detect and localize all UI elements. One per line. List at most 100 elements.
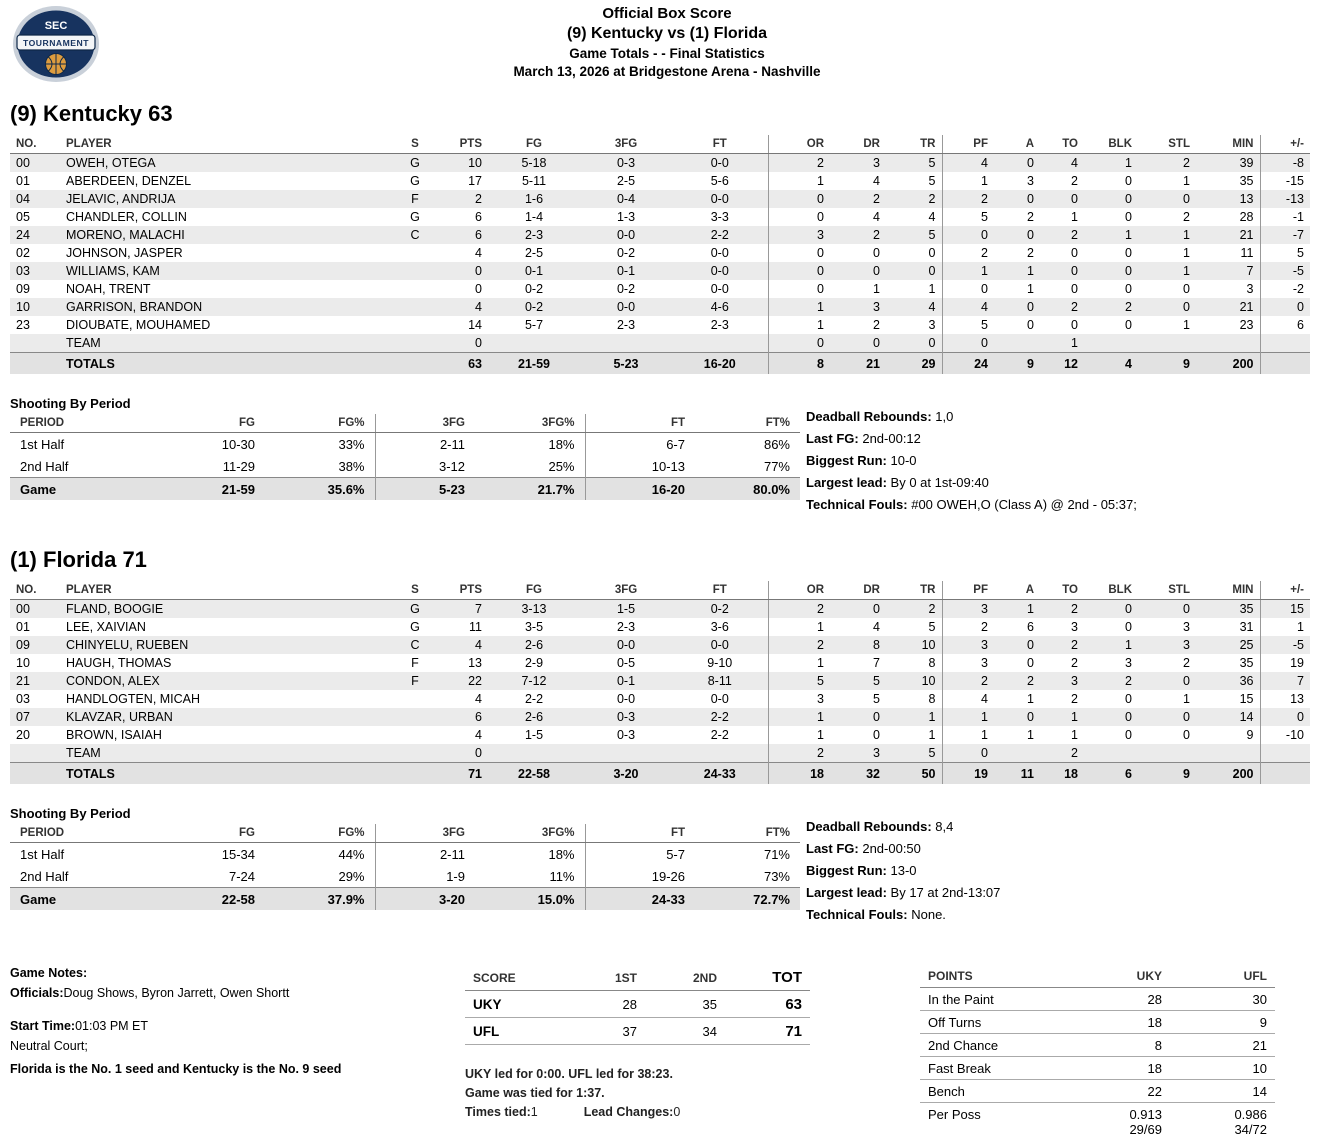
note-value: 1,0 — [931, 409, 954, 424]
points-head: POINTS UKY UFL — [920, 965, 1275, 988]
column-header: A — [994, 135, 1040, 154]
cell: 2 — [886, 190, 942, 208]
cell — [10, 744, 60, 763]
date-venue-line: March 13, 2026 at Bridgestone Arena - Na… — [513, 64, 821, 79]
neutral-court-line: Neutral Court; — [10, 1038, 88, 1053]
cell: 0 — [994, 708, 1040, 726]
cell: 19 — [941, 762, 994, 784]
cell: 5 — [767, 672, 830, 690]
cell: 1 — [1027, 282, 1034, 296]
cell: BROWN, ISAIAH — [66, 728, 162, 742]
cell: 4 — [873, 210, 880, 224]
cell: DIOUBATE, MOUHAMED — [66, 318, 211, 332]
cell: 4 — [886, 298, 942, 316]
cell: 0-2 — [616, 282, 636, 296]
cell — [1259, 334, 1310, 353]
cell: 2 — [1040, 744, 1084, 763]
matchup-title: (9) Kentucky vs (1) Florida — [566, 25, 768, 42]
cell: 0 — [1027, 318, 1034, 332]
cell: 77% — [763, 458, 790, 474]
cell: 0-0 — [672, 190, 768, 208]
points-row: Per Poss 0.913 29/69 0.986 34/72 — [920, 1103, 1275, 1141]
florida-shooting-game-row: Game 22-58 37.9% 3-20 15.0% 24-33 72.7% — [10, 887, 800, 910]
cell: 3 — [941, 636, 994, 654]
basketball-seams — [45, 53, 67, 75]
kentucky-shooting-row: 1st Half 10-30 33% 2-11 18% 6-7 86% — [10, 432, 800, 455]
cell: 2-3 — [616, 318, 636, 332]
points-body: In the Paint 28 30 Off Turns 18 9 2nd Chance 8 2… — [920, 987, 1275, 1141]
cell: 3 — [928, 318, 936, 332]
florida-player-row: 20 BROWN, ISAIAH 4 1-5 0-3 2-2 1 0 1 1 1 1 0 0 9 -10 — [10, 726, 1310, 744]
kentucky-player-row: 10 GARRISON, BRANDON 4 0-2 0-0 4-6 1 3 4 4 0 2 2 0 21 0 — [10, 298, 1310, 316]
linescore-column: SCORE 1ST 2ND TOT UKY 28 35 63 UFL — [465, 965, 865, 1124]
cell — [580, 744, 672, 763]
cell: 1 — [767, 316, 830, 334]
cell: 0-3 — [616, 728, 636, 742]
cell: 0 — [1084, 190, 1138, 208]
column-header: DR — [830, 581, 886, 600]
column-header: TR — [886, 135, 942, 154]
cell: 0-0 — [580, 636, 672, 654]
cell: CONDON, ALEX — [60, 672, 398, 690]
cell: 28 — [565, 990, 645, 1018]
sec-tournament-logo: SEC TOURNAMENT — [12, 5, 100, 86]
cell: 0 — [1027, 656, 1034, 670]
points-row: In the Paint 28 30 — [920, 987, 1275, 1011]
cell: 0.913 29/69 — [1129, 1106, 1162, 1137]
kentucky-box-table: NO. PLAYER S PTS FG 3FG FT OR DR TR PF A TO BLK STL MIN… — [10, 135, 1310, 374]
column-header: 3FG — [580, 135, 672, 154]
cell: 9 — [1246, 728, 1254, 742]
cell — [398, 280, 432, 298]
kentucky-player-row: 09 NOAH, TRENT 0 0-2 0-2 0-0 0 1 1 0 1 0 0 0 3 -2 — [10, 280, 1310, 298]
florida-player-row: 00 FLAND, BOOGIE G 7 3-13 1-5 0-2 2 0 2 3 1 2 0 0 35 15 — [10, 599, 1310, 618]
kentucky-player-row: 02 JOHNSON, JASPER 4 2-5 0-2 0-0 0 0 0 2 2 0 0 1 11 5 — [10, 244, 1310, 262]
kentucky-shooting-game-row: Game 21-59 35.6% 5-23 21.7% 16-20 80.0% — [10, 477, 800, 500]
column-header-row: NO. PLAYER S PTS FG 3FG FT OR DR TR PF A TO BLK STL MIN… — [10, 135, 1310, 154]
cell: 3 — [830, 153, 886, 172]
column-header: S — [398, 581, 432, 600]
cell: 29 — [886, 352, 942, 374]
lead-changes-label: Lead Changes: — [583, 1105, 674, 1119]
cell — [580, 334, 672, 353]
cell — [1138, 334, 1196, 353]
cell: 3-5 — [524, 620, 544, 634]
times-tied-value: 1 — [530, 1105, 538, 1119]
florida-box-totals: TOTALS 71 22-58 3-20 24-33 18 32 50 19 11 18 6 9 200 — [10, 762, 1310, 784]
cell: 19-26 — [584, 865, 695, 888]
cell: 9-10 — [707, 656, 733, 670]
cell: 16-20 — [672, 352, 768, 374]
cell: -8 — [1259, 153, 1310, 172]
cell: GARRISON, BRANDON — [60, 298, 398, 316]
cell — [1138, 744, 1196, 763]
cell: 09 — [16, 282, 30, 296]
cell: 0-1 — [580, 672, 672, 690]
cell: 11 — [994, 762, 1040, 784]
column-header: PERIOD — [10, 824, 160, 843]
cell: 0-0 — [616, 692, 636, 706]
cell: 0 — [1071, 246, 1078, 260]
cell: 8 — [1060, 1033, 1170, 1057]
column-header: FT% — [695, 824, 800, 843]
florida-box-body: 00 FLAND, BOOGIE G 7 3-13 1-5 0-2 2 0 2 3 1 2 0 0 35 15 0… — [10, 599, 1310, 763]
cell: 24-33 — [584, 887, 695, 910]
florida-sub-row: Shooting By Period PERIOD FG FG% 3FG 3FG% FT F… — [0, 806, 1334, 929]
column-header: 2ND — [645, 965, 725, 991]
kentucky-box-head: NO. PLAYER S PTS FG 3FG FT OR DR TR PF A TO BLK STL MIN… — [10, 135, 1310, 154]
cell: 9 — [1170, 1010, 1275, 1034]
cell: 1 — [941, 708, 994, 726]
cell: 37.9% — [265, 887, 375, 910]
cell: 44% — [338, 846, 365, 862]
team-abbr: UKY — [465, 990, 565, 1018]
cell — [10, 762, 60, 784]
kentucky-player-row: 01 ABERDEEN, DENZEL G 17 5-11 2-5 5-6 1 4 5 1 3 2 0 1 3… — [10, 172, 1310, 190]
cell: 2-3 — [710, 318, 729, 332]
cell: 17 — [468, 174, 482, 188]
cell: 35 — [645, 990, 725, 1018]
kentucky-shooting-body: 1st Half 10-30 33% 2-11 18% 6-7 86% 2nd Half 11-… — [10, 432, 800, 478]
cell: 14 — [1196, 708, 1260, 726]
cell: 5 — [941, 316, 994, 334]
cell: 03 — [10, 262, 60, 280]
cell: 1 — [994, 262, 1040, 280]
cell: 1 — [941, 726, 994, 744]
column-header: FT — [584, 414, 695, 433]
